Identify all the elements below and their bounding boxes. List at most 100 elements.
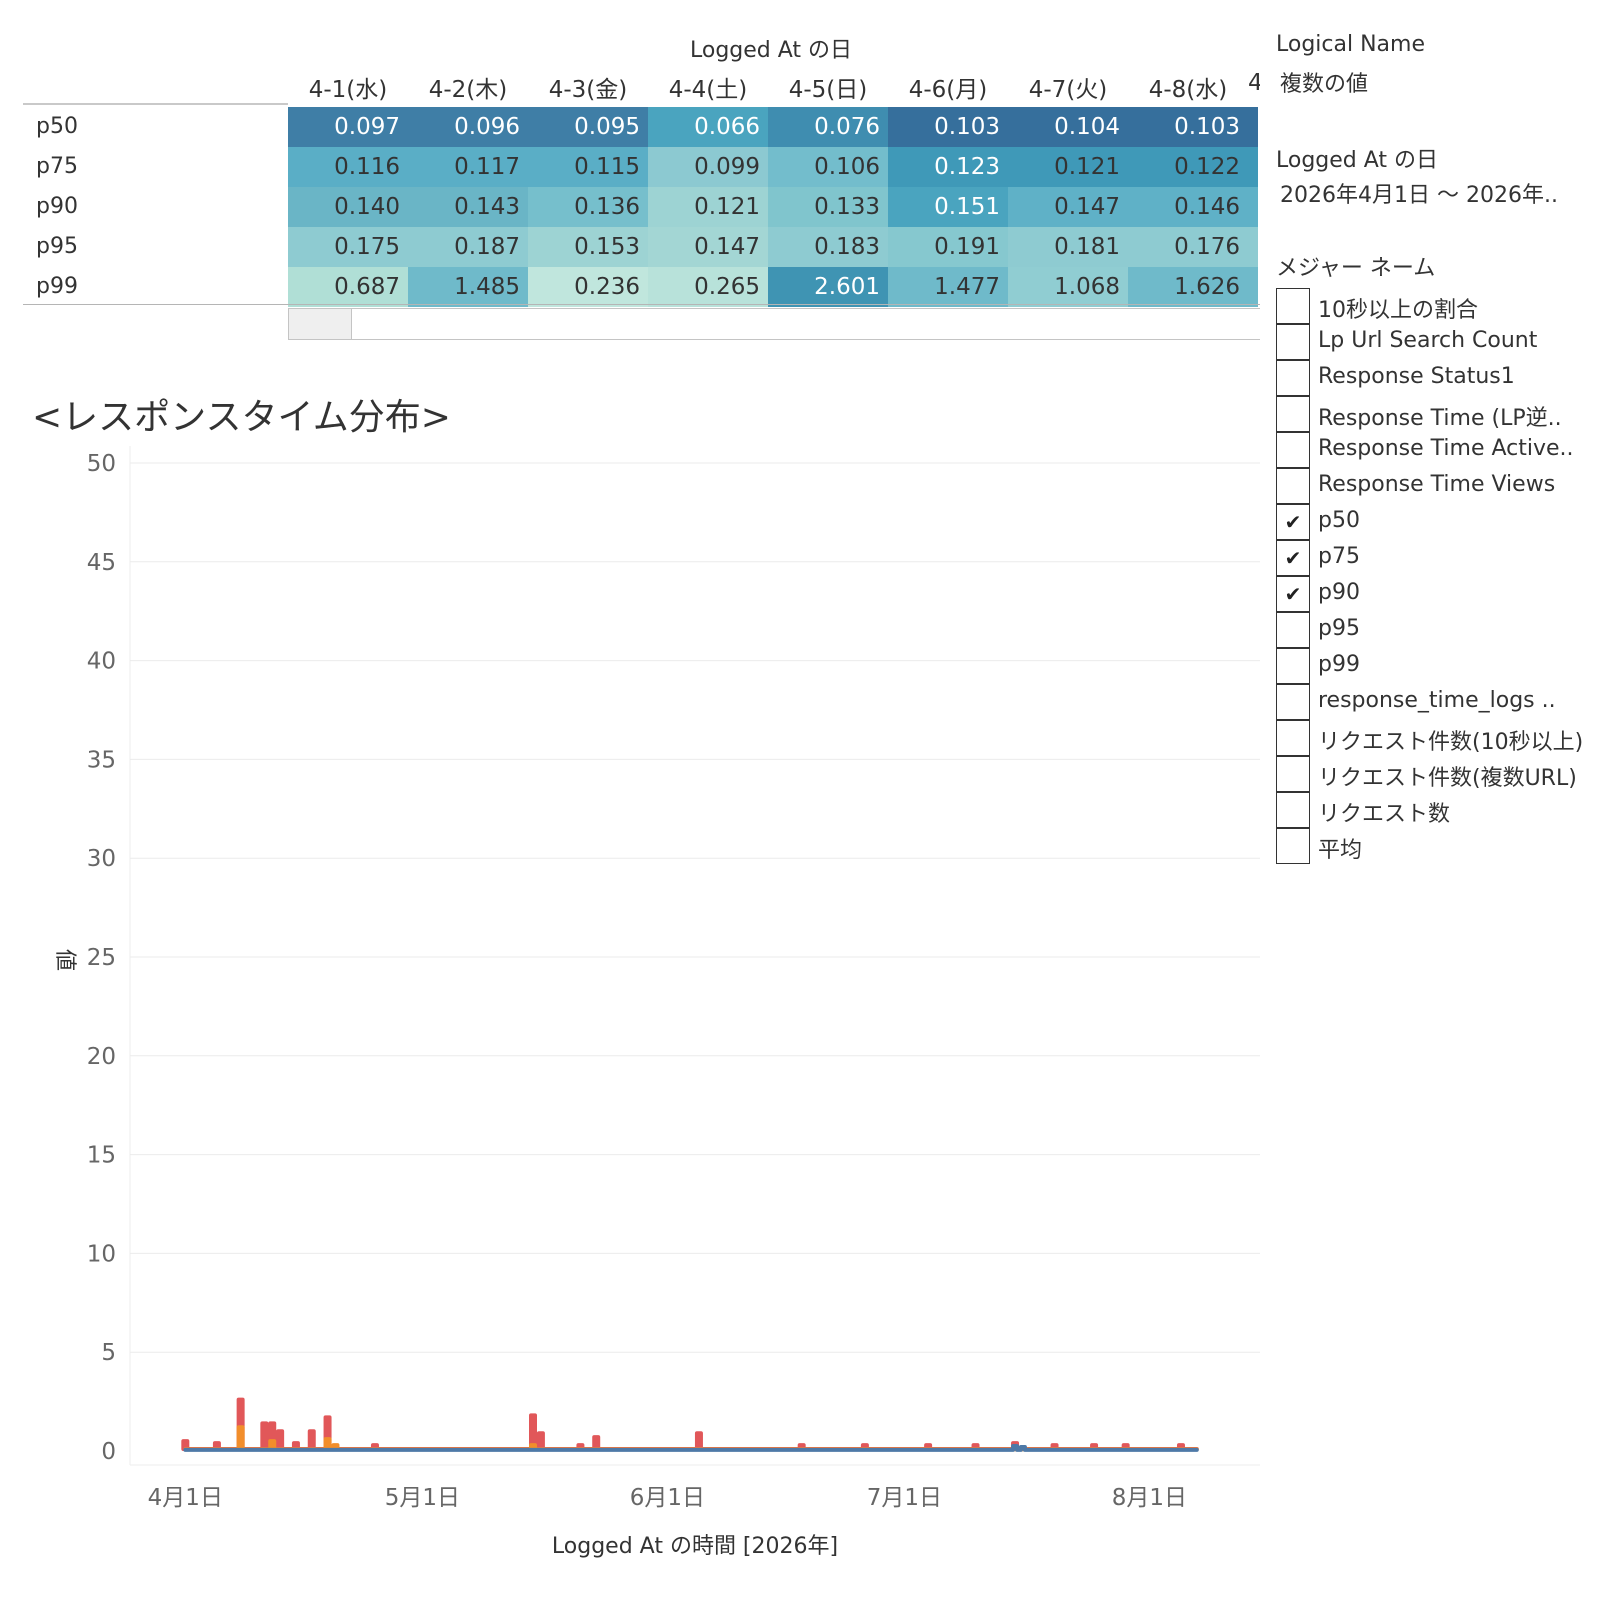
column-header[interactable]: 4-4(土)	[668, 77, 748, 103]
table-cell[interactable]: 0.115	[528, 147, 648, 187]
filter-item[interactable]: ✔ p50	[1276, 504, 1596, 540]
logical-name-title: Logical Name	[1276, 32, 1425, 57]
row-label[interactable]: p50	[36, 114, 78, 139]
row-label[interactable]: p90	[36, 194, 78, 219]
table-cell[interactable]: 0.076	[768, 107, 888, 147]
table-cell[interactable]: 0.181	[1008, 227, 1128, 267]
table-cell[interactable]: 1.068	[1008, 267, 1128, 307]
table-cell[interactable]: 1.485	[408, 267, 528, 307]
filter-item[interactable]: Response Status1	[1276, 360, 1596, 396]
checkbox[interactable]	[1276, 756, 1310, 792]
table-cell[interactable]: 0.066	[648, 107, 768, 147]
checkbox[interactable]	[1276, 648, 1310, 684]
table-cell[interactable]: 0.191	[888, 227, 1008, 267]
filter-item[interactable]: ✔ p75	[1276, 540, 1596, 576]
table-cell[interactable]: 1.477	[888, 267, 1008, 307]
table-cell[interactable]: 0.121	[648, 187, 768, 227]
table-cell[interactable]: 0.097	[288, 107, 408, 147]
table-cell[interactable]: 0.104	[1008, 107, 1128, 147]
table-cell[interactable]: 0.187	[408, 227, 528, 267]
table-cell[interactable]: 0.096	[408, 107, 528, 147]
table-cell[interactable]: 0.121	[1008, 147, 1128, 187]
table-cell[interactable]: 0.117	[408, 147, 528, 187]
filter-item[interactable]: ✔ p90	[1276, 576, 1596, 612]
checkbox[interactable]	[1276, 396, 1310, 432]
filter-item[interactable]: Response Time Views	[1276, 468, 1596, 504]
table-cell[interactable]: 0.153	[528, 227, 648, 267]
table-cell[interactable]: 1.626	[1128, 267, 1248, 307]
row-label[interactable]: p99	[36, 274, 78, 299]
table-cell[interactable]: 0.176	[1128, 227, 1248, 267]
filter-item[interactable]: response_time_logs ..	[1276, 684, 1596, 720]
column-header[interactable]: 4-8(水)	[1148, 77, 1228, 103]
checkbox[interactable]	[1276, 324, 1310, 360]
filter-item[interactable]: p99	[1276, 648, 1596, 684]
table-cell[interactable]: 0.265	[648, 267, 768, 307]
checkbox[interactable]	[1276, 288, 1310, 324]
column-header[interactable]: 4-2(木)	[428, 77, 508, 103]
table-cell[interactable]: 0.140	[288, 187, 408, 227]
row-label[interactable]: p75	[36, 154, 78, 179]
date-filter-value[interactable]: 2026年4月1日 〜 2026年..	[1280, 183, 1558, 208]
checkbox[interactable]	[1276, 684, 1310, 720]
checkbox[interactable]	[1276, 612, 1310, 648]
checkbox[interactable]: ✔	[1276, 504, 1310, 540]
column-header[interactable]: 4-1(水)	[308, 77, 388, 103]
checkbox[interactable]: ✔	[1276, 576, 1310, 612]
filter-item[interactable]: 平均	[1276, 828, 1596, 864]
scrollbar-thumb[interactable]	[289, 309, 352, 339]
table-cell[interactable]: 0.147	[1008, 187, 1128, 227]
y-tick-label: 5	[101, 1340, 116, 1366]
table-cell[interactable]: 0.116	[288, 147, 408, 187]
logical-name-value[interactable]: 複数の値	[1280, 72, 1369, 97]
checkbox[interactable]	[1276, 468, 1310, 504]
table-cell[interactable]	[1248, 267, 1258, 307]
filter-item[interactable]: リクエスト件数(10秒以上)	[1276, 720, 1596, 756]
table-cell[interactable]: 0.687	[288, 267, 408, 307]
table-cell[interactable]: 0.147	[648, 227, 768, 267]
table-cell[interactable]	[1248, 147, 1258, 187]
table-cell[interactable]: 0.106	[768, 147, 888, 187]
filter-item[interactable]: Lp Url Search Count	[1276, 324, 1596, 360]
table-cell[interactable]: 0.146	[1128, 187, 1248, 227]
horizontal-scrollbar[interactable]	[288, 308, 1260, 340]
checkbox[interactable]	[1276, 792, 1310, 828]
series-line-p75	[183, 1425, 1199, 1452]
table-cell[interactable]: 0.143	[408, 187, 528, 227]
checkbox[interactable]	[1276, 720, 1310, 756]
column-header[interactable]: 4-7(火)	[1028, 77, 1108, 103]
filter-item[interactable]: Response Time (LP逆..	[1276, 396, 1596, 432]
filter-item[interactable]: p95	[1276, 612, 1596, 648]
filter-item[interactable]: リクエスト数	[1276, 792, 1596, 828]
filter-item[interactable]: Response Time Active..	[1276, 432, 1596, 468]
table-cell[interactable]: 0.123	[888, 147, 1008, 187]
table-cell[interactable]: 0.103	[888, 107, 1008, 147]
filter-item[interactable]: リクエスト件数(複数URL)	[1276, 756, 1596, 792]
filter-panel: Logical Name 複数の値 Logged At の日 2026年4月1日…	[1270, 0, 1600, 900]
table-cell[interactable]: 0.133	[768, 187, 888, 227]
checkbox[interactable]	[1276, 828, 1310, 864]
table-cell[interactable]: 0.175	[288, 227, 408, 267]
checkbox[interactable]	[1276, 432, 1310, 468]
table-cell[interactable]: 0.095	[528, 107, 648, 147]
column-header[interactable]: 4	[1248, 70, 1260, 96]
filter-item[interactable]: 10秒以上の割合	[1276, 288, 1596, 324]
table-cell[interactable]: 0.151	[888, 187, 1008, 227]
table-cell[interactable]: 0.099	[648, 147, 768, 187]
table-cell[interactable]: 0.103	[1128, 107, 1248, 147]
table-cell[interactable]: 0.136	[528, 187, 648, 227]
row-label[interactable]: p95	[36, 234, 78, 259]
x-axis-title: Logged At の時間 [2026年]	[552, 1534, 838, 1559]
checkbox[interactable]: ✔	[1276, 540, 1310, 576]
table-cell[interactable]: 2.601	[768, 267, 888, 307]
column-header[interactable]: 4-3(金)	[548, 77, 628, 103]
table-cell[interactable]	[1248, 107, 1258, 147]
table-cell[interactable]: 0.183	[768, 227, 888, 267]
table-cell[interactable]	[1248, 187, 1258, 227]
checkbox[interactable]	[1276, 360, 1310, 396]
column-header[interactable]: 4-6(月)	[908, 77, 988, 103]
table-cell[interactable]	[1248, 227, 1258, 267]
column-header[interactable]: 4-5(日)	[788, 77, 868, 103]
table-cell[interactable]: 0.122	[1128, 147, 1248, 187]
table-cell[interactable]: 0.236	[528, 267, 648, 307]
